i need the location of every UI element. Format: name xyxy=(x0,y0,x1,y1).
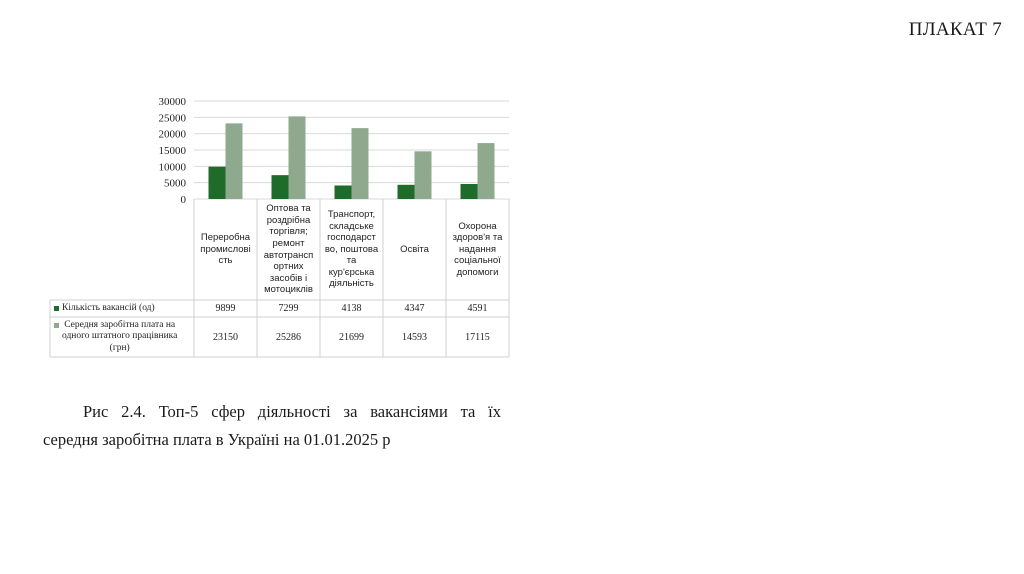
category-label: Охорона здоров'я та надання соціальної допом… xyxy=(446,199,509,300)
category-label-line: Охорона xyxy=(458,220,497,232)
series-name-line: Кількість вакансій (од) xyxy=(62,302,155,313)
category-label: Оптова та роздрібна торгівля; ремонт автотра… xyxy=(257,199,320,300)
bar-vacancies xyxy=(460,184,478,199)
category-label-line: соціальної xyxy=(454,255,501,267)
category-label-line: засобів і xyxy=(269,272,308,284)
y-tick-label: 30000 xyxy=(159,96,187,108)
category-label: Освіта xyxy=(383,199,446,300)
bar-vacancies xyxy=(208,166,226,199)
bar-vacancies xyxy=(334,185,352,199)
bar-salary xyxy=(414,151,432,199)
category-label-line: мотоциклів xyxy=(264,284,313,296)
figure-caption: Рис 2.4. Топ-5 сфер діяльності за ваканс… xyxy=(43,398,501,454)
category-label-line: кур'єрська xyxy=(328,266,375,278)
bar-salary xyxy=(225,123,243,199)
series-name-line: (грн) xyxy=(109,342,130,353)
table-value-cell: 14593 xyxy=(402,331,427,343)
category-label-line: ортних xyxy=(273,261,304,273)
caption-line-1: Рис 2.4. Топ-5 сфер діяльності за ваканс… xyxy=(83,402,501,421)
bar-salary xyxy=(477,143,495,199)
series-name-line: одного штатного працівника xyxy=(62,331,178,342)
category-label-line: автотрансп xyxy=(263,249,314,261)
poster-label: ПЛАКАТ 7 xyxy=(908,19,1002,40)
category-label-line: здоров'я та xyxy=(452,232,503,244)
y-tick-label: 5000 xyxy=(164,178,187,190)
category-label-line: сть xyxy=(218,255,233,267)
y-tick-label: 10000 xyxy=(159,161,187,173)
table-value-cell: 17115 xyxy=(465,331,490,343)
category-label-line: промислові xyxy=(200,243,251,255)
category-label: Транспорт, складське господарст во, поштова… xyxy=(320,199,383,300)
bar-vacancies xyxy=(271,175,289,199)
category-label-line: Освіта xyxy=(400,243,429,255)
category-label: Переробна промислові сть xyxy=(194,199,257,300)
category-label-line: надання xyxy=(459,243,496,255)
category-label-line: ремонт xyxy=(272,237,305,249)
category-label-line: та xyxy=(346,255,357,267)
series-legend-label: Кількість вакансій (од) xyxy=(50,300,194,317)
table-value-cell: 21699 xyxy=(339,331,364,343)
table-value-cell: 25286 xyxy=(276,331,301,343)
series-legend-label: Середня заробітна плата на одного штатног… xyxy=(50,317,194,357)
bar-salary xyxy=(288,116,306,199)
category-label-line: торгівля; xyxy=(269,226,308,238)
category-label-line: господарст xyxy=(327,232,376,244)
y-tick-label: 25000 xyxy=(159,112,187,124)
category-label-line: во, поштова xyxy=(324,243,379,255)
category-label-line: діяльність xyxy=(329,278,374,290)
bar-salary xyxy=(351,128,369,199)
legend-swatch xyxy=(54,306,59,311)
category-label-line: складське xyxy=(329,220,374,232)
table-value-cell: 4591 xyxy=(467,303,488,314)
table-value-cell: 4138 xyxy=(341,303,362,314)
legend-swatch xyxy=(54,323,59,328)
table-value-cell: 9899 xyxy=(215,303,236,314)
y-tick-label: 20000 xyxy=(159,129,187,141)
category-label-line: Транспорт, xyxy=(327,208,376,220)
table-value-cell: 7299 xyxy=(278,303,299,314)
bar-vacancies xyxy=(397,184,415,199)
y-tick-label: 0 xyxy=(181,194,187,206)
y-tick-label: 15000 xyxy=(159,145,187,157)
category-label-line: роздрібна xyxy=(266,214,311,226)
category-label-line: допомоги xyxy=(456,266,499,278)
series-name-line: Середня заробітна плата на xyxy=(64,319,176,330)
table-value-cell: 23150 xyxy=(213,331,238,343)
category-label-line: Переробна xyxy=(200,232,251,244)
caption-line-2: середня заробітна плата в Україні на 01.… xyxy=(43,430,391,449)
table-value-cell: 4347 xyxy=(404,303,425,314)
category-label-line: Оптова та xyxy=(266,203,311,215)
